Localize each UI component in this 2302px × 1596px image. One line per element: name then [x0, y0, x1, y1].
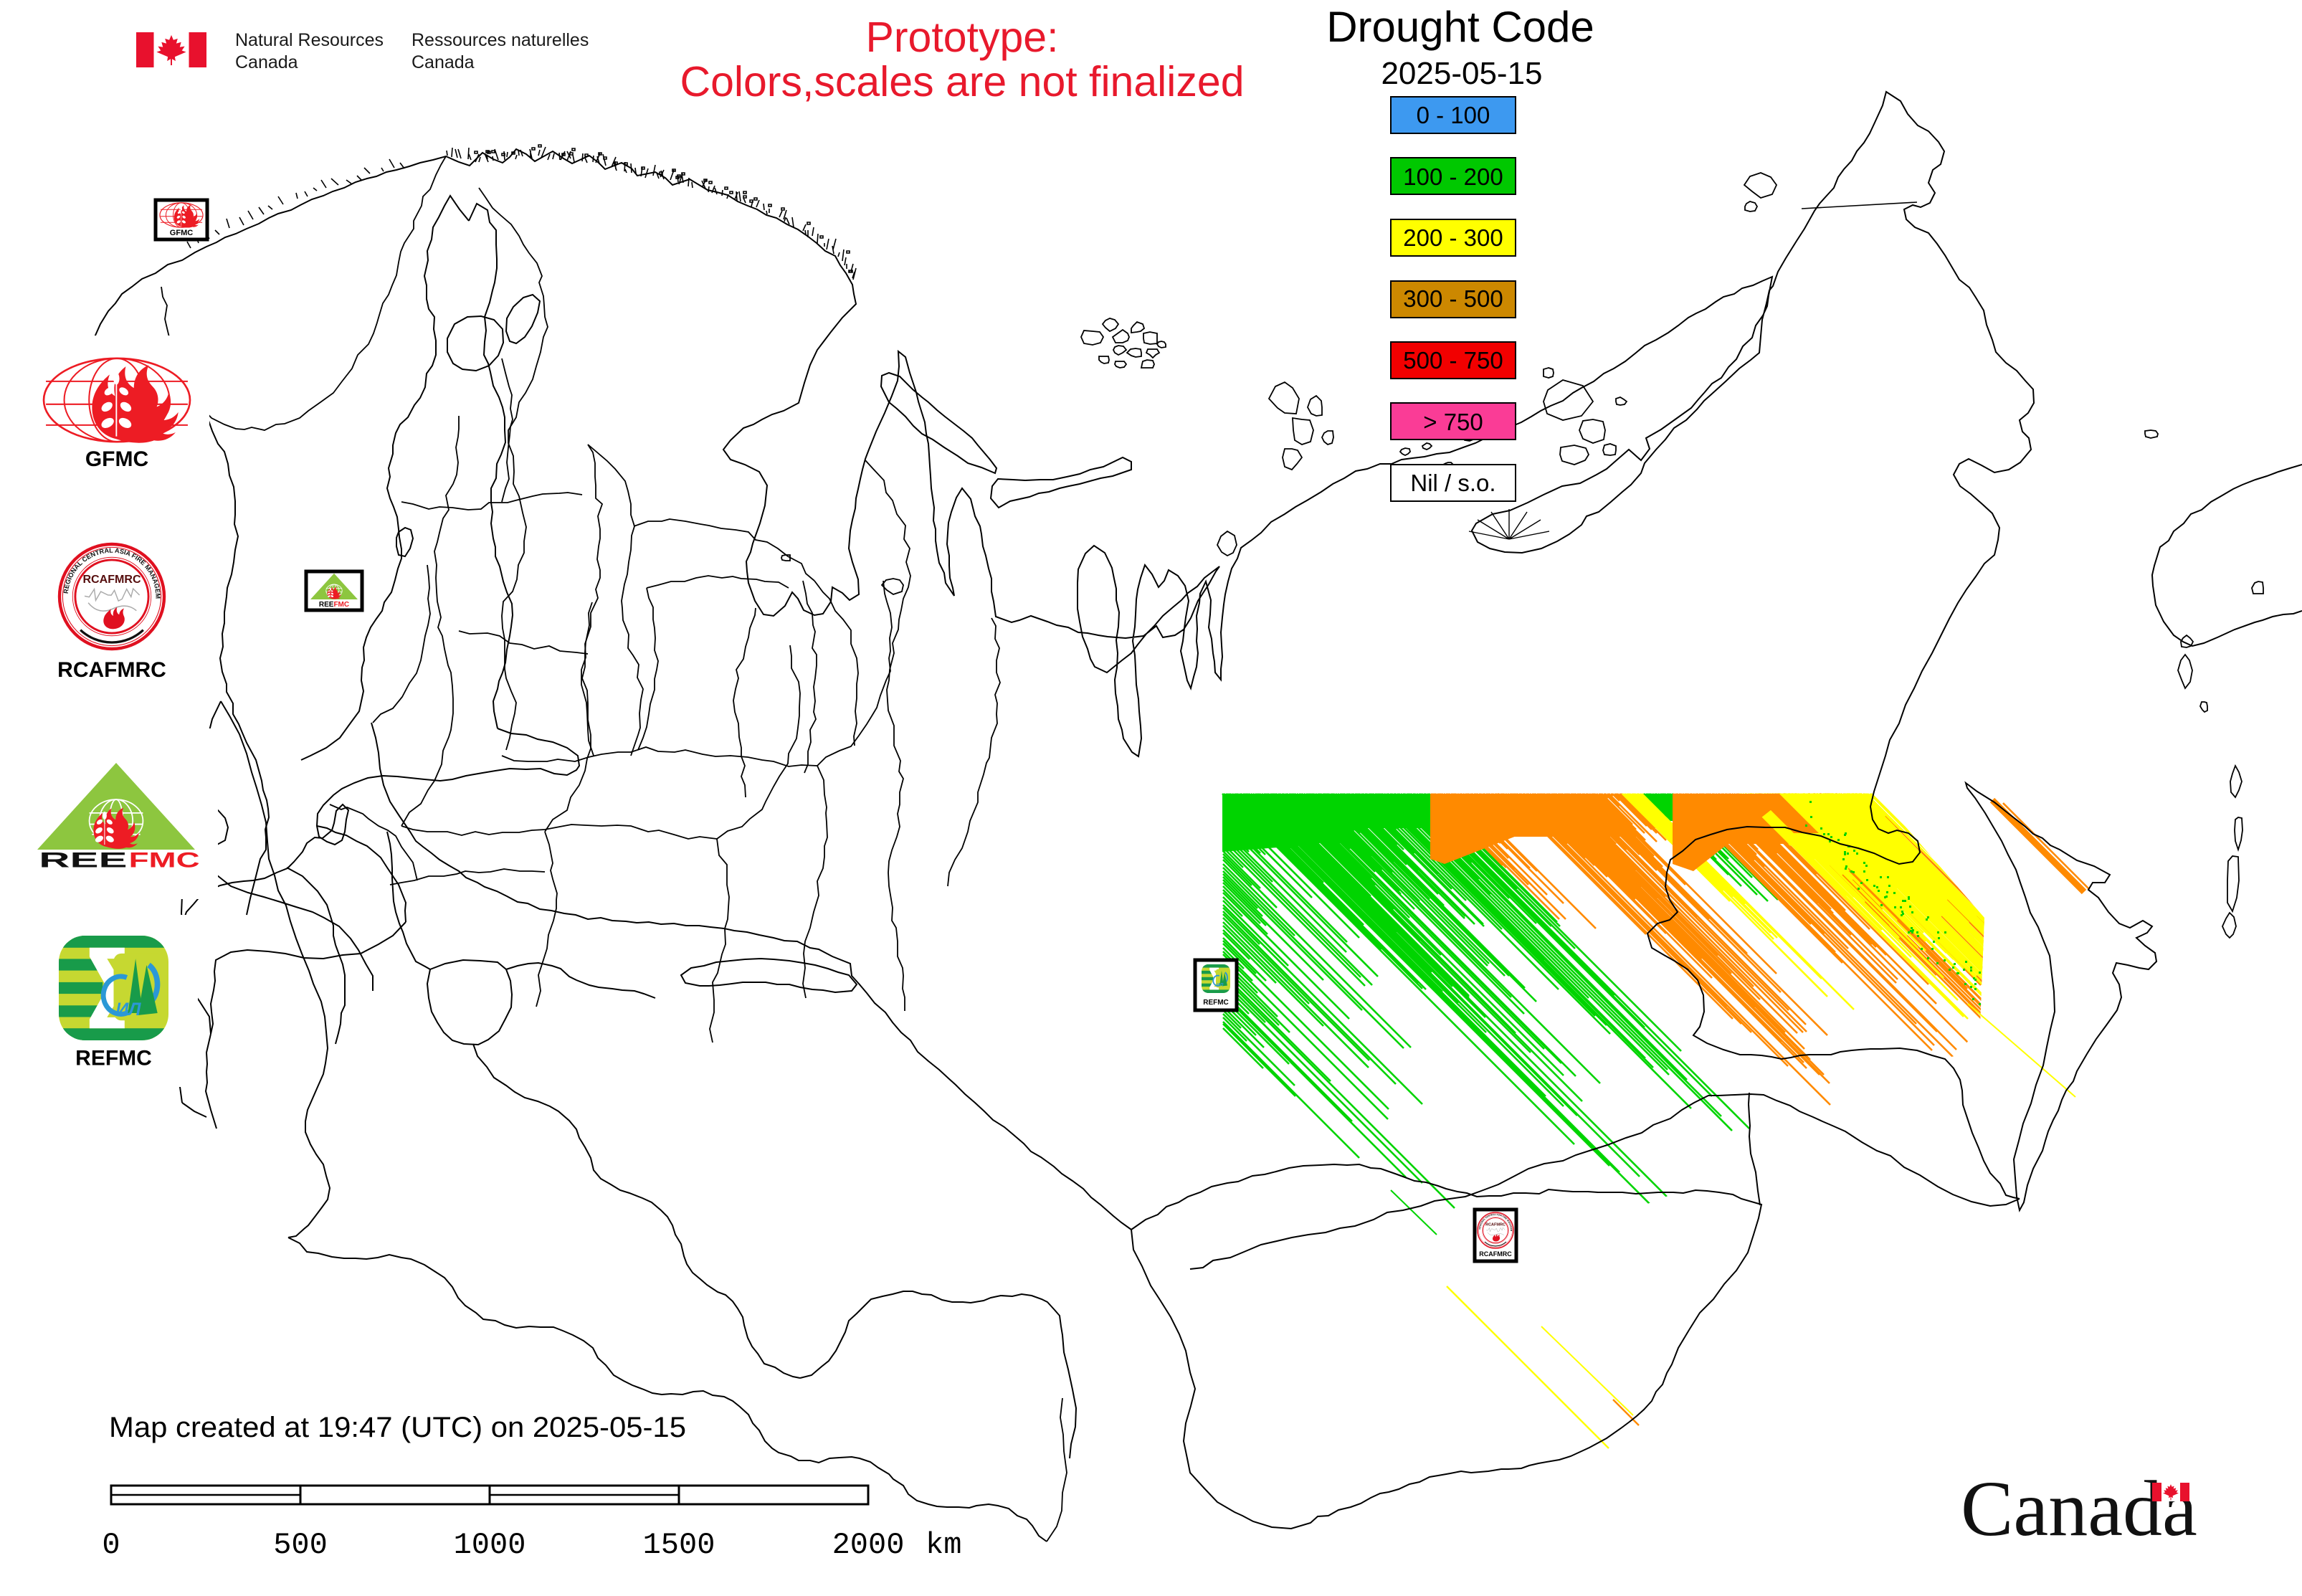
svg-text:ИЛ: ИЛ [1217, 982, 1224, 987]
svg-text:Ressources naturelles: Ressources naturelles [412, 30, 589, 50]
svg-text:500 - 750: 500 - 750 [1403, 347, 1503, 374]
svg-text:Canada: Canada [412, 52, 475, 72]
svg-text:REE: REE [39, 849, 127, 873]
svg-text:200 - 300: 200 - 300 [1403, 224, 1503, 251]
svg-text:REFMC: REFMC [1203, 999, 1229, 1007]
svg-text:0: 0 [102, 1528, 120, 1562]
svg-text:RCAFMRC: RCAFMRC [57, 658, 166, 682]
svg-text:0 - 100: 0 - 100 [1417, 102, 1490, 128]
svg-text:REFMC: REFMC [75, 1047, 152, 1070]
svg-text:GFMC: GFMC [85, 447, 148, 471]
svg-text:2000: 2000 [832, 1528, 905, 1562]
svg-text:Map created at 19:47 (UTC) on: Map created at 19:47 (UTC) on 2025-05-15 [109, 1412, 686, 1443]
svg-text:500: 500 [273, 1528, 328, 1562]
svg-text:Colors,scales are not finalize: Colors,scales are not finalized [680, 58, 1244, 105]
svg-text:Canada: Canada [235, 52, 298, 72]
svg-text:REEFMC: REEFMC [319, 601, 349, 609]
svg-text:Prototype:: Prototype: [866, 14, 1059, 61]
svg-text:2025-05-15: 2025-05-15 [1381, 56, 1542, 91]
svg-text:1500: 1500 [643, 1528, 715, 1562]
svg-text:RCAFMRC: RCAFMRC [1485, 1223, 1506, 1227]
svg-text:300 - 500: 300 - 500 [1403, 285, 1503, 312]
svg-text:RCAFMRC: RCAFMRC [82, 573, 141, 586]
svg-text:> 750: > 750 [1423, 409, 1483, 435]
svg-text:Canada: Canada [1961, 1465, 2197, 1552]
svg-text:FMC: FMC [129, 849, 200, 873]
svg-text:km: km [926, 1528, 961, 1562]
svg-text:RCAFMRC: RCAFMRC [1479, 1250, 1512, 1258]
svg-text:100 - 200: 100 - 200 [1403, 163, 1503, 190]
svg-text:GFMC: GFMC [170, 229, 193, 237]
svg-text:1000: 1000 [454, 1528, 526, 1562]
svg-text:Natural Resources: Natural Resources [235, 30, 384, 50]
svg-text:ИЛ: ИЛ [116, 1000, 142, 1020]
svg-text:Drought Code: Drought Code [1326, 3, 1594, 51]
svg-text:Nil / s.o.: Nil / s.o. [1410, 470, 1495, 496]
